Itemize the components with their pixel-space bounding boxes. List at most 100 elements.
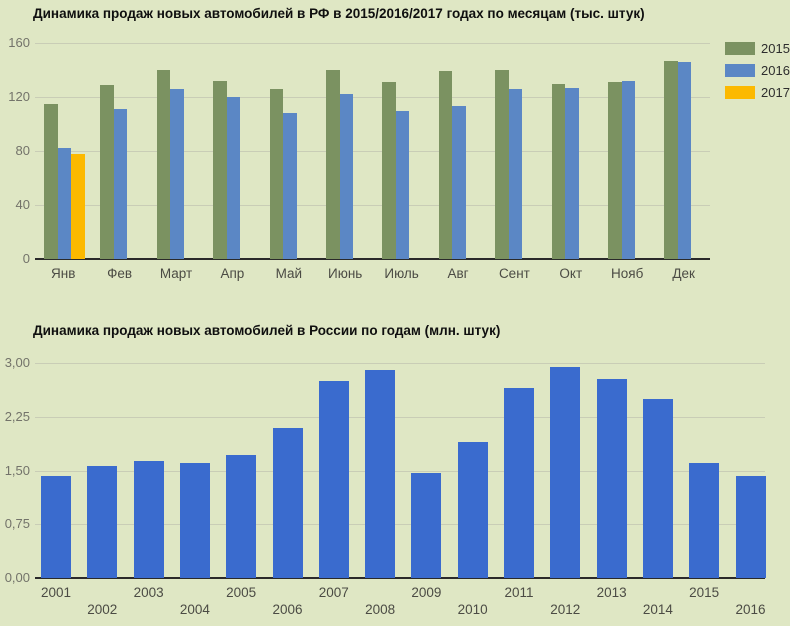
gridline [35, 151, 710, 152]
gridline [35, 363, 765, 364]
gridline [35, 470, 765, 472]
legend-label-2015: 2015 [761, 41, 790, 56]
bar-2015-Май [269, 88, 284, 259]
bar--2012 [550, 367, 581, 578]
x-label-Июнь: Июнь [328, 266, 363, 281]
bar--2011 [504, 388, 534, 578]
x-label-2015: 2015 [689, 585, 720, 600]
x-label-2014: 2014 [642, 602, 673, 617]
bar-2015-Сент [495, 70, 509, 259]
bar--2016 [735, 475, 766, 578]
yearly-sales-chart: Динамика продаж новых автомобилей в Росс… [0, 305, 790, 626]
x-label-Март: Март [159, 266, 193, 281]
bar-2015-Авг [438, 71, 453, 259]
x-label-Апр: Апр [220, 266, 245, 281]
bar--2014 [642, 398, 673, 578]
bar-2016-Янв [57, 148, 71, 259]
y-tick-label: 1,50 [4, 462, 30, 478]
x-label-2003: 2003 [133, 585, 164, 600]
x-label-2009: 2009 [411, 585, 442, 600]
bar--2013 [596, 379, 627, 578]
bar--2005 [226, 454, 257, 578]
legend-label-2016: 2016 [761, 63, 790, 78]
yearly-plot-area: 2001 2002 2003 2004 2005 2006 2007 2008 2009 2010… [35, 363, 766, 617]
gridline [35, 97, 710, 98]
x-label-Авг: Авг [447, 266, 469, 281]
bar--2009 [411, 473, 442, 578]
bar--2015 [689, 463, 720, 578]
x-label-Окт: Окт [559, 266, 583, 281]
x-label-2011: 2011 [504, 585, 534, 600]
bar--2007 [318, 380, 349, 578]
bar-2016-Июль [395, 110, 410, 259]
y-tick-label: 0,75 [4, 516, 30, 532]
legend-item-2015: 2015 [725, 40, 790, 62]
bar--2008 [365, 370, 396, 578]
bar--2006 [272, 427, 303, 578]
x-label-Фев: Фев [107, 266, 133, 281]
y-tick-label: 40 [15, 197, 30, 212]
bar-2015-Окт [551, 83, 566, 259]
x-label-2013: 2013 [596, 585, 627, 600]
monthly-sales-chart: Динамика продаж новых автомобилей в РФ в… [0, 0, 790, 305]
x-axis-line [35, 258, 710, 260]
bar-2016-Сент [508, 88, 523, 259]
x-label-2012: 2012 [550, 602, 581, 617]
y-tick-label: 0,00 [4, 570, 30, 585]
bar-2015-Март [156, 70, 171, 259]
bar-2016-Нояб [621, 80, 635, 259]
x-label-2016: 2016 [735, 602, 766, 617]
gridline [35, 524, 765, 526]
legend-swatch-2017 [725, 86, 755, 99]
legend-swatch-2015 [725, 42, 755, 55]
y-tick-label: 2,25 [4, 408, 30, 424]
x-label-Сент: Сент [498, 266, 530, 281]
x-axis-line [35, 577, 765, 579]
bar--2002 [87, 466, 118, 578]
legend-item-2016: 2016 [725, 62, 790, 84]
y-tick-label: 3,00 [4, 355, 30, 370]
bar-2016-Май [283, 113, 297, 259]
monthly-plot-area: Янв Фев Март Апр Май Июнь Июль Авг Сент Окт Нояб Де… [35, 43, 710, 281]
gridline [35, 205, 710, 206]
y-tick-label: 120 [8, 89, 30, 104]
bar-2015-Июль [382, 82, 396, 259]
x-label-2002: 2002 [87, 602, 118, 617]
bar-2016-Авг [452, 106, 466, 259]
y-tick-label: 160 [8, 35, 30, 50]
y-tick-label: 80 [15, 143, 30, 158]
bar-2016-Дек [677, 61, 692, 259]
bar-2016-Июнь [339, 94, 353, 259]
gridline [35, 416, 765, 418]
bar--2010 [457, 441, 488, 578]
bar-2016-Окт [565, 87, 579, 259]
monthly-chart-legend: 2015 2016 2017 [725, 40, 790, 106]
x-label-2001: 2001 [40, 585, 72, 600]
x-label-2004: 2004 [179, 602, 210, 617]
x-label-2005: 2005 [226, 585, 257, 600]
bar--2001 [41, 475, 71, 578]
bar-2016-Апр [226, 97, 241, 259]
bar--2003 [133, 461, 164, 578]
gridline [35, 43, 710, 44]
bar-2015-Дек [664, 60, 678, 259]
bar-2016-Фев [113, 109, 128, 259]
x-label-Нояб: Нояб [611, 266, 644, 281]
yearly-chart-title: Динамика продаж новых автомобилей в Росс… [33, 323, 501, 338]
monthly-chart-title: Динамика продаж новых автомобилей в РФ в… [33, 6, 645, 21]
bar-2015-Нояб [608, 82, 622, 259]
bar-2015-Июнь [326, 70, 340, 259]
bar-2015-Фев [100, 84, 114, 259]
x-label-Дек: Дек [672, 266, 695, 281]
x-label-Июль: Июль [384, 266, 419, 281]
bar-2016-Март [170, 88, 184, 259]
bar-2015-Апр [213, 80, 227, 259]
y-tick-label: 0 [22, 251, 30, 266]
bar-2015-Янв [44, 103, 58, 259]
x-label-Янв: Янв [51, 266, 76, 281]
x-label-2006: 2006 [272, 602, 303, 617]
bar-2017-Янв [71, 153, 85, 259]
x-label-Май: Май [275, 266, 303, 281]
x-label-2008: 2008 [365, 602, 396, 617]
x-label-2010: 2010 [457, 602, 488, 617]
